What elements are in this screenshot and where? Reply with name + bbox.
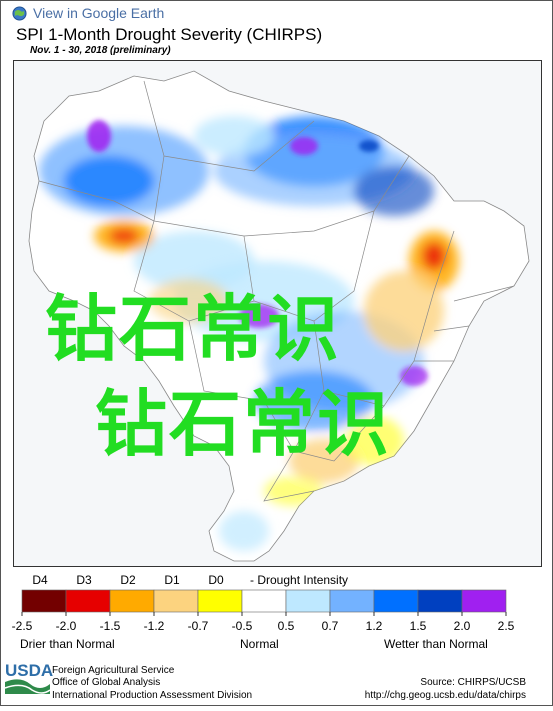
legend-swatch <box>417 589 463 613</box>
legend-swatch <box>329 589 375 613</box>
legend-swatch <box>21 589 67 613</box>
legend-intensity-code: D1 <box>164 573 180 587</box>
state-borders <box>38 80 515 502</box>
legend-swatch <box>241 589 287 613</box>
legend-intensity-code: D2 <box>120 573 136 587</box>
legend-tick-label: 1.2 <box>366 619 383 633</box>
drought-map <box>13 60 542 567</box>
legend-swatch <box>285 589 331 613</box>
usda-logo-text: USDA <box>5 661 53 680</box>
usda-logo: USDA <box>4 661 53 694</box>
map-title: SPI 1-Month Drought Severity (CHIRPS) <box>16 25 323 44</box>
legend-tick-label: 2.5 <box>498 619 515 633</box>
legend-intensity-code: D4 <box>32 573 48 587</box>
legend-swatch <box>373 589 419 613</box>
agency-line-2: Office of Global Analysis <box>52 677 160 688</box>
legend-swatch <box>109 589 155 613</box>
watermark-line-2: 钻石常识 <box>95 382 392 466</box>
legend-swatch <box>65 589 111 613</box>
legend-dry-label: Drier than Normal <box>20 637 115 651</box>
watermark-line-1: 钻石常识 <box>45 287 342 371</box>
legend-tick-label: 0.5 <box>278 619 295 633</box>
legend-tick-label: 2.0 <box>454 619 471 633</box>
map-subtitle: Nov. 1 - 30, 2018 (preliminary) <box>30 45 171 56</box>
source-url[interactable]: http://chg.geog.ucsb.edu/data/chirps <box>365 690 526 701</box>
legend: D4 D3 D2 D1 D0 - Drought Intensity -2.5 -2.0 -… <box>0 568 553 658</box>
agency-line-3: International Production Assessment Divi… <box>52 690 252 701</box>
legend-tick-label: -1.2 <box>144 619 165 633</box>
google-earth-link[interactable]: View in Google Earth <box>12 5 164 21</box>
agency-line-1: Foreign Agricultural Service <box>52 665 175 676</box>
legend-swatch <box>153 589 199 613</box>
legend-intensity-label: - Drought Intensity <box>250 573 348 587</box>
legend-tick-label: 0.7 <box>322 619 339 633</box>
globe-icon <box>12 5 27 21</box>
legend-normal-label: Normal <box>240 637 279 651</box>
footer: USDA Foreign Agricultural Service Office… <box>0 658 553 706</box>
legend-swatch <box>197 589 243 613</box>
legend-intensity-code: D3 <box>76 573 92 587</box>
footer-graphic: USDA Foreign Agricultural Service Office… <box>4 661 526 701</box>
drought-map-graphic <box>14 61 541 566</box>
legend-tick-label: -0.7 <box>188 619 209 633</box>
legend-swatch <box>461 589 507 613</box>
legend-tick-label: -0.5 <box>232 619 253 633</box>
legend-tick-label: -2.0 <box>56 619 77 633</box>
legend-graphic: D4 D3 D2 D1 D0 - Drought Intensity -2.5 -2.0 -… <box>12 573 515 651</box>
legend-intensity-code: D0 <box>208 573 224 587</box>
legend-tick-label: -1.5 <box>100 619 121 633</box>
google-earth-link-label: View in Google Earth <box>33 5 165 21</box>
source-label: Source: CHIRPS/UCSB <box>420 677 526 688</box>
legend-tick-label: -2.5 <box>12 619 33 633</box>
legend-wet-label: Wetter than Normal <box>384 637 488 651</box>
legend-tick-label: 1.5 <box>410 619 427 633</box>
